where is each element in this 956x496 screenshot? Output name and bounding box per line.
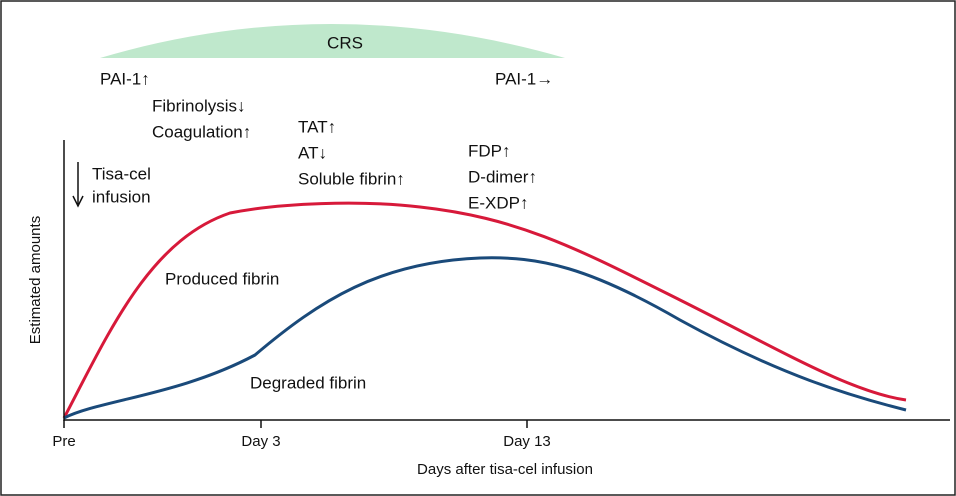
annotation: E-XDP↑ xyxy=(468,193,528,212)
produced-curve xyxy=(62,201,907,419)
degraded-curve xyxy=(63,256,907,420)
annotation: AT↓ xyxy=(298,143,327,162)
annotation: TAT↑ xyxy=(298,117,336,136)
x-tick-label: Day 13 xyxy=(503,433,551,450)
x-axis-title: Days after tisa-cel infusion xyxy=(417,461,593,478)
crs-label: CRS xyxy=(327,33,363,52)
x-tick-label: Pre xyxy=(52,433,75,450)
x-tick-label: Day 3 xyxy=(241,433,280,450)
annotation: Tisa-cel xyxy=(92,164,151,183)
annotation: infusion xyxy=(92,187,151,206)
annotation: PAI-1→ xyxy=(495,69,553,88)
annotation: Coagulation↑ xyxy=(152,122,251,141)
annotation: Fibrinolysis↓ xyxy=(152,96,246,115)
crs-band xyxy=(100,24,565,58)
curve-label: Produced fibrin xyxy=(165,269,279,288)
annotation: D-dimer↑ xyxy=(468,167,537,186)
curve-label: Degraded fibrin xyxy=(250,373,366,392)
annotation: Soluble fibrin↑ xyxy=(298,169,405,188)
annotation: PAI-1↑ xyxy=(100,69,150,88)
infusion-arrowhead xyxy=(72,195,84,208)
y-axis-title: Estimated amounts xyxy=(27,216,44,344)
annotation: FDP↑ xyxy=(468,141,511,160)
